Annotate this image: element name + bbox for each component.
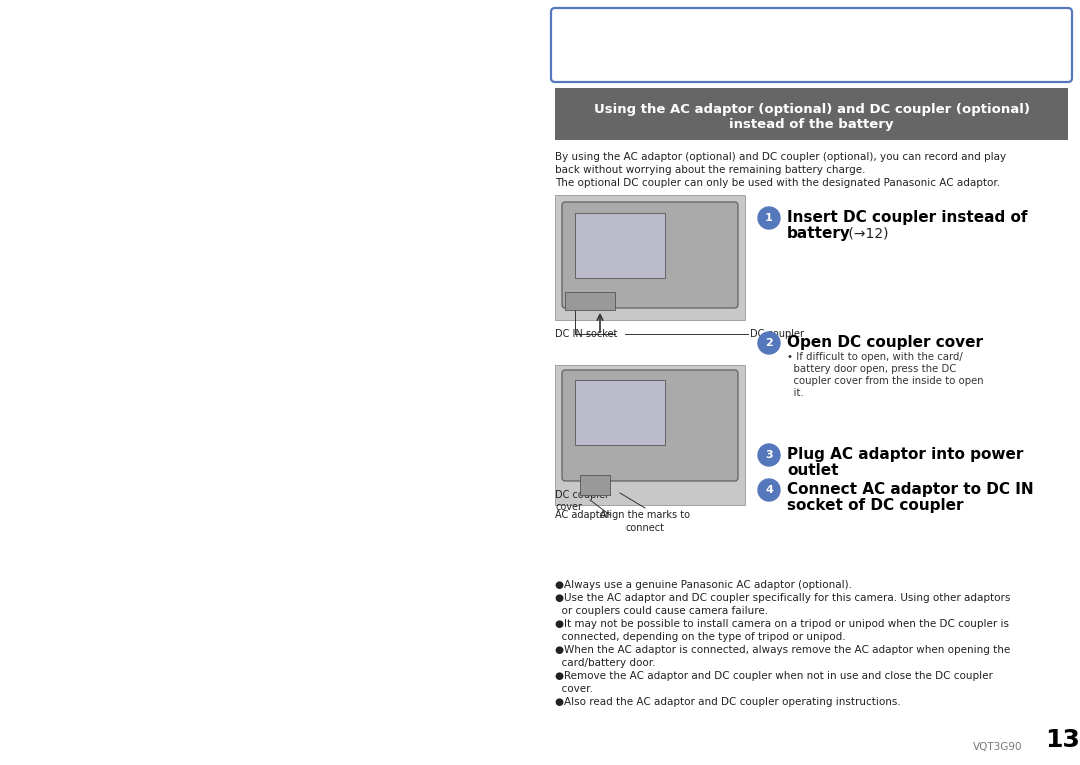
Text: ●Always use a genuine Panasonic AC adaptor (optional).: ●Always use a genuine Panasonic AC adapt…: [555, 580, 852, 590]
Text: instead of the battery: instead of the battery: [729, 118, 894, 131]
Text: DC coupler: DC coupler: [750, 329, 804, 339]
Text: 13: 13: [1045, 728, 1080, 752]
Text: ●It may not be possible to install camera on a tripod or unipod when the DC coup: ●It may not be possible to install camer…: [555, 619, 1009, 629]
Text: battery: battery: [787, 226, 851, 241]
Text: battery door open, press the DC: battery door open, press the DC: [787, 364, 957, 374]
FancyBboxPatch shape: [555, 195, 745, 320]
Text: ●Remove the AC adaptor and DC coupler when not in use and close the DC coupler: ●Remove the AC adaptor and DC coupler wh…: [555, 671, 993, 681]
Text: card/battery door.: card/battery door.: [555, 658, 656, 668]
Text: ●Also read the AC adaptor and DC coupler operating instructions.: ●Also read the AC adaptor and DC coupler…: [555, 697, 901, 707]
Text: Plug AC adaptor into power: Plug AC adaptor into power: [787, 447, 1024, 462]
Text: 4: 4: [765, 485, 773, 495]
Text: back without worrying about the remaining battery charge.: back without worrying about the remainin…: [555, 165, 865, 175]
Text: VQT3G90: VQT3G90: [973, 742, 1023, 752]
Text: (→12): (→12): [843, 226, 889, 240]
Text: • If difficult to open, with the card/: • If difficult to open, with the card/: [787, 352, 962, 362]
FancyBboxPatch shape: [575, 380, 665, 445]
Text: or couplers could cause camera failure.: or couplers could cause camera failure.: [555, 606, 768, 616]
Text: coupler cover from the inside to open: coupler cover from the inside to open: [787, 376, 984, 386]
Text: ●When the AC adaptor is connected, always remove the AC adaptor when opening the: ●When the AC adaptor is connected, alway…: [555, 645, 1010, 655]
Text: connected, depending on the type of tripod or unipod.: connected, depending on the type of trip…: [555, 632, 846, 642]
Text: outlet: outlet: [787, 463, 838, 478]
Text: it.: it.: [787, 388, 804, 398]
Text: Connect AC adaptor to DC IN: Connect AC adaptor to DC IN: [787, 482, 1034, 497]
FancyBboxPatch shape: [551, 8, 1072, 82]
FancyBboxPatch shape: [565, 292, 615, 310]
Text: 1: 1: [765, 213, 773, 223]
Text: By using the AC adaptor (optional) and DC coupler (optional), you can record and: By using the AC adaptor (optional) and D…: [555, 152, 1007, 162]
Text: connect: connect: [625, 523, 664, 533]
Circle shape: [758, 332, 780, 354]
Circle shape: [758, 444, 780, 466]
Text: AC adaptor: AC adaptor: [555, 510, 609, 520]
FancyBboxPatch shape: [555, 365, 745, 505]
Text: 2: 2: [765, 338, 773, 348]
Text: The optional DC coupler can only be used with the designated Panasonic AC adapto: The optional DC coupler can only be used…: [555, 178, 1000, 188]
FancyBboxPatch shape: [555, 88, 1068, 140]
Text: Insert DC coupler instead of: Insert DC coupler instead of: [787, 210, 1027, 225]
Circle shape: [758, 207, 780, 229]
Text: cover.: cover.: [555, 684, 593, 694]
Text: DC IN socket: DC IN socket: [555, 329, 618, 339]
FancyBboxPatch shape: [575, 213, 665, 278]
Text: ●Use the AC adaptor and DC coupler specifically for this camera. Using other ada: ●Use the AC adaptor and DC coupler speci…: [555, 593, 1011, 603]
Text: Using the AC adaptor (optional) and DC coupler (optional): Using the AC adaptor (optional) and DC c…: [594, 103, 1029, 116]
FancyBboxPatch shape: [562, 202, 738, 308]
Text: Align the marks to: Align the marks to: [600, 510, 690, 520]
Text: socket of DC coupler: socket of DC coupler: [787, 498, 963, 513]
FancyBboxPatch shape: [562, 370, 738, 481]
Text: 3: 3: [766, 450, 773, 460]
FancyBboxPatch shape: [580, 475, 610, 495]
Text: Open DC coupler cover: Open DC coupler cover: [787, 335, 983, 350]
Circle shape: [758, 479, 780, 501]
Text: DC coupler
cover: DC coupler cover: [555, 490, 609, 513]
